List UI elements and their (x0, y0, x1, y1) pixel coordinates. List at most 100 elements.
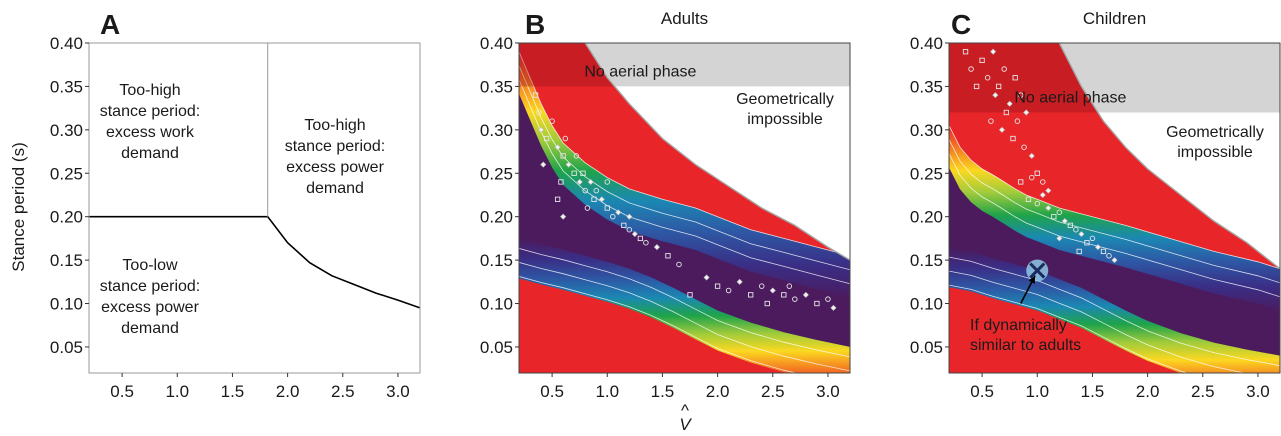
data-point (560, 153, 566, 159)
upper-contour-line (519, 51, 850, 257)
panel-letter: C (951, 9, 971, 40)
plot-frame (518, 42, 851, 374)
data-point (990, 48, 997, 55)
panel-b: No aerial phase Geometrically impossible 0.… (480, 9, 851, 401)
annotation-label: If dynamically (970, 317, 1067, 334)
heatmap-plot-area (519, 43, 850, 373)
y-tick-label: 0.40 (910, 34, 943, 53)
data-point (582, 187, 588, 194)
data-point (665, 253, 671, 259)
data-point (584, 205, 591, 211)
data-point (637, 235, 644, 242)
x-axis-hat: ^ (681, 401, 689, 420)
y-tick-label: 0.15 (50, 251, 83, 270)
data-point (1106, 253, 1112, 259)
y-tick-label: 0.05 (50, 338, 83, 357)
region-label: excess power (286, 159, 384, 176)
data-point (968, 66, 974, 72)
data-point (687, 292, 693, 298)
data-point (1084, 240, 1090, 246)
data-point (554, 196, 561, 202)
data-point (758, 283, 765, 289)
data-point (1056, 235, 1063, 242)
data-point (714, 283, 721, 289)
lower-contour-line (949, 256, 1280, 366)
data-point (988, 118, 994, 124)
panel-letter: B (525, 9, 545, 40)
data-point (1040, 179, 1046, 185)
x-tick-label: 0.5 (540, 382, 564, 401)
data-point (1017, 92, 1024, 98)
aerial-impossible-overlap (585, 43, 850, 87)
x-tick-label: 1.0 (165, 382, 189, 401)
region-label: stance period: (100, 278, 201, 295)
data-point (1003, 109, 1010, 116)
x-tick-label: 2.0 (276, 382, 300, 401)
data-point (1100, 248, 1107, 255)
y-tick-label: 0.10 (50, 295, 83, 314)
upper-gradient-band (519, 51, 850, 300)
data-point (587, 178, 594, 185)
data-point (1061, 218, 1068, 225)
aerial-impossible-overlap (1059, 43, 1280, 113)
x-tick-label: 3.0 (1246, 382, 1270, 401)
y-tick-label: 0.05 (910, 338, 943, 357)
x-tick-label: 1.5 (221, 382, 245, 401)
data-point (781, 292, 787, 298)
x-tick-label: 2.5 (761, 382, 785, 401)
y-tick-label: 0.05 (480, 338, 513, 357)
y-tick-label: 0.25 (480, 164, 513, 183)
lower-contour-line (519, 276, 798, 373)
data-point (1006, 100, 1013, 107)
y-tick-label: 0.30 (50, 121, 83, 140)
data-point (1034, 200, 1041, 207)
data-point (558, 179, 564, 185)
lower-contour-line (519, 262, 850, 372)
panel-c: No aerial phase Geometrically impossible If… (910, 9, 1281, 401)
data-point (580, 170, 586, 176)
data-point (962, 49, 969, 55)
x-tick-label: 0.5 (110, 382, 134, 401)
lower-contour-line (949, 270, 1246, 373)
data-point (615, 209, 622, 216)
data-point (593, 187, 599, 194)
impossible-boundary-line (1058, 43, 1280, 270)
data-point (554, 144, 561, 151)
region-label: excess power (101, 299, 199, 316)
no-aerial-phase-label: No aerial phase (1014, 89, 1126, 106)
upper-contour-line (519, 65, 850, 271)
y-tick-label: 0.15 (480, 251, 513, 270)
data-point (538, 126, 545, 133)
region-label: demand (306, 180, 364, 197)
x-tick-label: 3.0 (816, 382, 840, 401)
data-point (1076, 248, 1082, 255)
x-tick-label: 1.0 (1025, 382, 1049, 401)
purple-core-region (949, 167, 1280, 358)
data-point (621, 222, 627, 229)
x-tick-label: 2.5 (1191, 382, 1215, 401)
panel-letter: A (100, 9, 120, 40)
x-axis-title: V (679, 415, 692, 434)
data-point (1073, 226, 1079, 233)
geometrically-impossible-label: Geometrically (736, 91, 834, 108)
data-point (1056, 209, 1063, 216)
data-point (540, 161, 547, 168)
data-point (703, 274, 710, 281)
upper-contour-line (949, 153, 1280, 298)
data-point (769, 287, 776, 294)
data-point (748, 292, 754, 298)
data-point (565, 161, 572, 168)
boundary-line (89, 215, 421, 309)
x-tick-label: 2.0 (1136, 382, 1160, 401)
data-point (571, 170, 577, 176)
data-point (1094, 244, 1101, 251)
data-point (802, 291, 809, 298)
data-point (1001, 66, 1007, 72)
geometrically-impossible-label: impossible (747, 111, 823, 128)
data-point (1025, 196, 1032, 202)
region-label: Too-low (122, 257, 178, 274)
data-point (1012, 75, 1018, 81)
y-tick-label: 0.15 (910, 251, 943, 270)
annotation-label: similar to adults (970, 337, 1081, 354)
